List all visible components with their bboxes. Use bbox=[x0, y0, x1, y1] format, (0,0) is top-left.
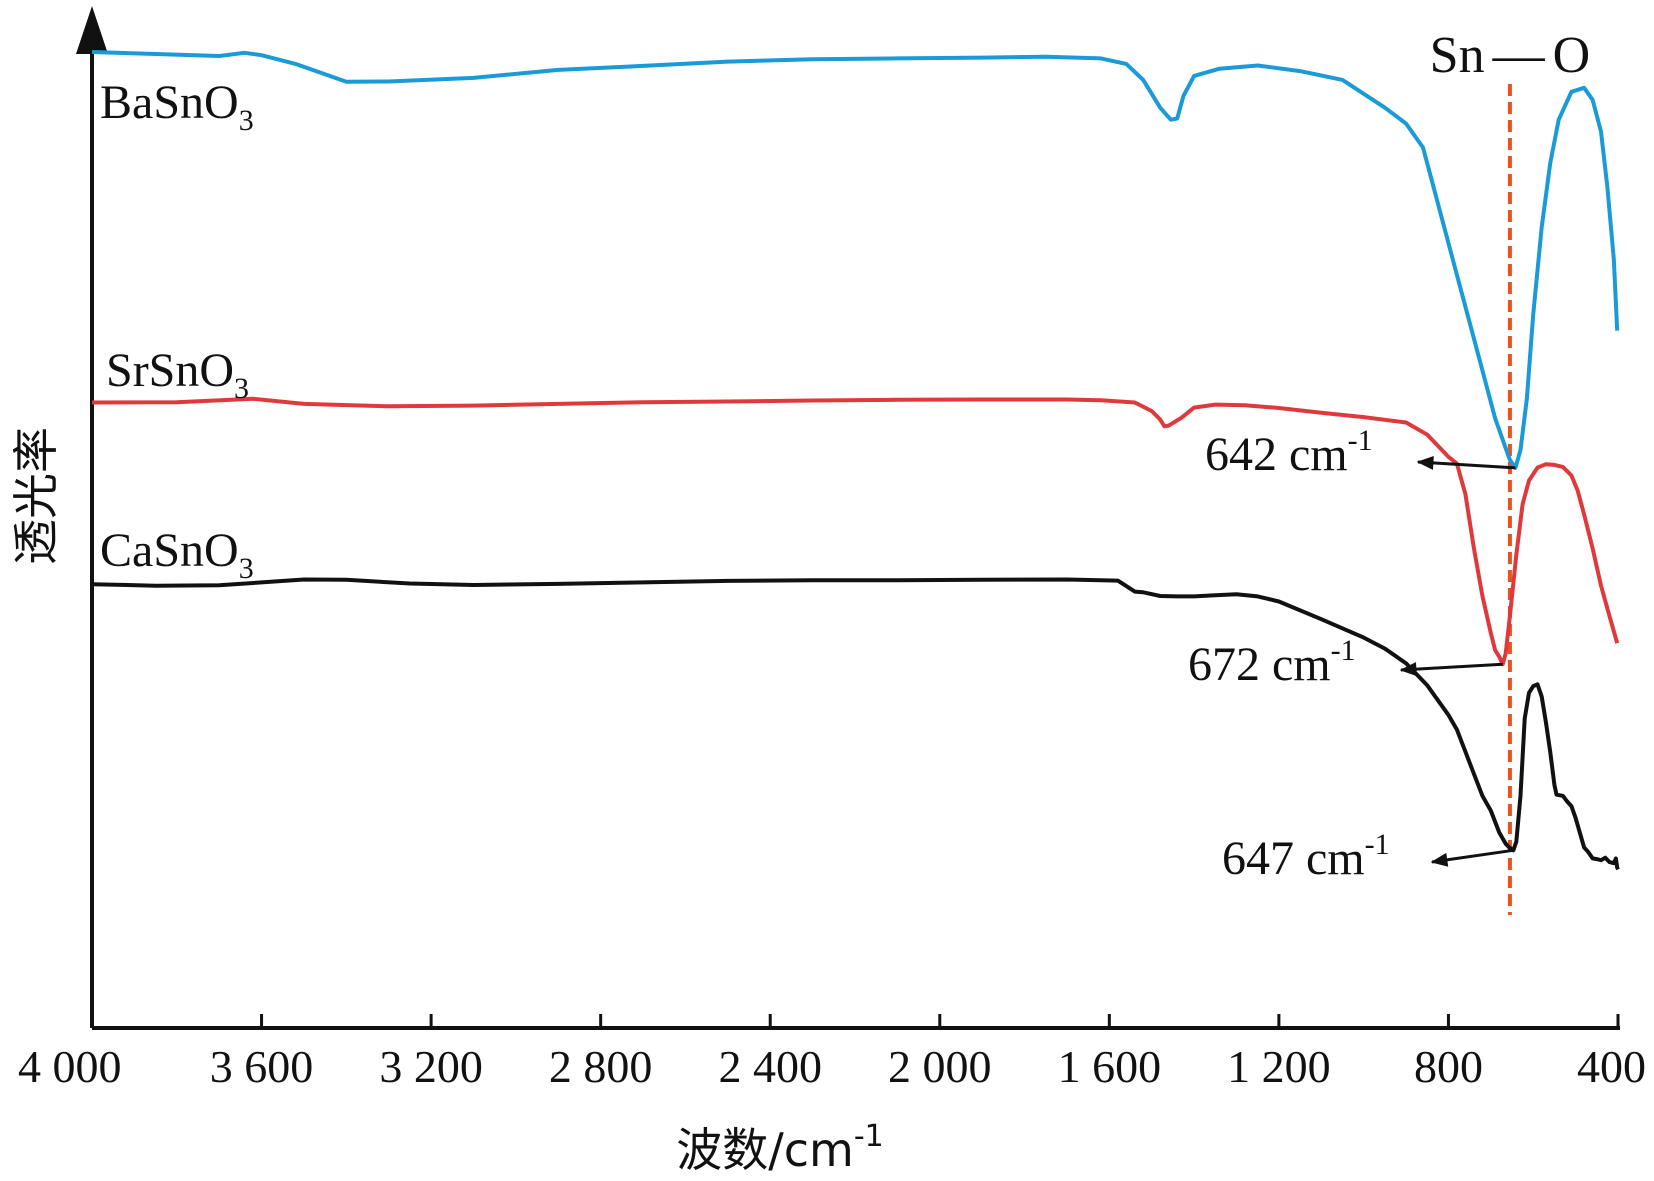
series-lines bbox=[91, 50, 1620, 871]
peak-annotation-casno3: 647 cm-1 bbox=[1222, 828, 1514, 885]
series-label-casno3: CaSnO3 bbox=[100, 524, 254, 585]
peak-annotation-basno3: 642 cm-1 bbox=[1205, 424, 1516, 481]
sn-o-label: Sn — O bbox=[1430, 27, 1590, 84]
peak-label-642: 642 cm-1 bbox=[1205, 424, 1373, 481]
sn-o-label-right: O bbox=[1553, 27, 1591, 84]
peak-label-672: 672 cm-1 bbox=[1188, 634, 1356, 691]
series-label-srsno3: SrSnO3 bbox=[106, 344, 249, 405]
x-tick-label: 4 000 bbox=[18, 1041, 122, 1092]
x-axis-ticks: 4 000 3 600 3 200 2 800 2 400 2 000 1 600 1 200… bbox=[18, 1014, 1646, 1092]
y-axis-title: 透光率 bbox=[9, 427, 63, 565]
peak-arrow-srsno3 bbox=[1399, 662, 1503, 677]
x-tick-label: 2 400 bbox=[718, 1041, 822, 1092]
series-line-basno3 bbox=[91, 50, 1620, 470]
x-tick-label: 800 bbox=[1414, 1041, 1483, 1092]
x-tick-label: 3 600 bbox=[210, 1041, 314, 1092]
x-tick-label: 1 200 bbox=[1227, 1041, 1331, 1092]
peak-label-647: 647 cm-1 bbox=[1222, 828, 1390, 885]
x-tick-label: 2 800 bbox=[549, 1041, 653, 1092]
sn-o-bond-dash: — bbox=[1492, 27, 1546, 84]
x-tick-label: 3 200 bbox=[379, 1041, 483, 1092]
x-tick-label: 400 bbox=[1577, 1041, 1646, 1092]
sn-o-label-left: Sn bbox=[1430, 27, 1485, 84]
peak-arrow-basno3 bbox=[1416, 455, 1516, 470]
x-axis-title: 波数/cm-1 bbox=[676, 1119, 884, 1177]
series-label-basno3: BaSnO3 bbox=[100, 76, 254, 137]
peak-annotation-srsno3: 672 cm-1 bbox=[1188, 634, 1503, 691]
y-axis-arrow-icon bbox=[76, 6, 108, 54]
series-line-casno3 bbox=[91, 577, 1620, 871]
x-tick-label: 1 600 bbox=[1058, 1041, 1162, 1092]
peak-arrow-casno3 bbox=[1430, 848, 1514, 867]
series-line-srsno3 bbox=[91, 396, 1620, 667]
x-tick-label: 2 000 bbox=[888, 1041, 992, 1092]
